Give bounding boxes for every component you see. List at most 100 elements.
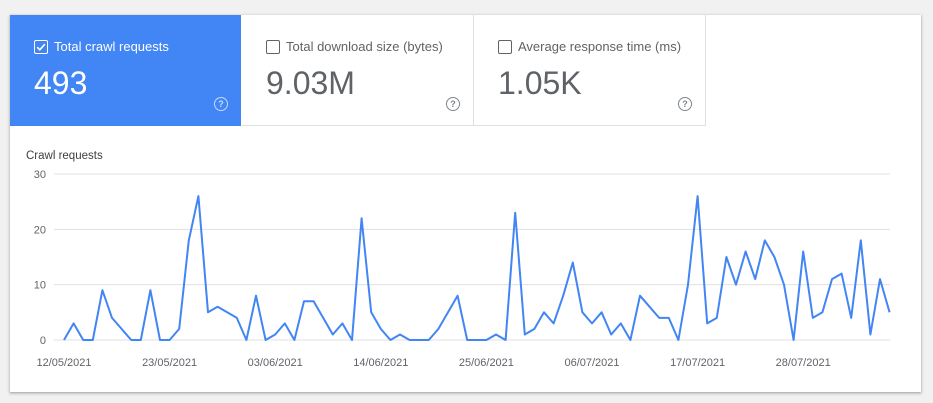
data-point[interactable]	[578, 308, 586, 316]
data-point[interactable]	[847, 314, 855, 322]
data-point[interactable]	[175, 325, 183, 333]
data-point[interactable]	[425, 336, 433, 344]
data-point[interactable]	[703, 319, 711, 327]
data-point[interactable]	[857, 236, 865, 244]
data-point[interactable]	[367, 308, 375, 316]
data-point[interactable]	[809, 314, 817, 322]
data-point[interactable]	[98, 286, 106, 294]
help-circle-icon[interactable]: ?	[214, 97, 228, 111]
data-point[interactable]	[156, 336, 164, 344]
data-point[interactable]	[751, 275, 759, 283]
data-point[interactable]	[502, 336, 510, 344]
data-point[interactable]	[252, 292, 260, 300]
data-point[interactable]	[290, 336, 298, 344]
data-point[interactable]	[780, 281, 788, 289]
data-point[interactable]	[492, 330, 500, 338]
data-point[interactable]	[665, 314, 673, 322]
data-point[interactable]	[89, 336, 97, 344]
data-point[interactable]	[329, 330, 337, 338]
data-point[interactable]	[530, 325, 538, 333]
data-point[interactable]	[127, 336, 135, 344]
x-tick-label: 03/06/2021	[248, 357, 303, 369]
tile-total-crawl-requests[interactable]: Total crawl requests 493 ?	[10, 15, 241, 126]
data-point[interactable]	[396, 330, 404, 338]
data-point[interactable]	[636, 292, 644, 300]
series-line-crawl-requests[interactable]	[63, 195, 891, 341]
data-point[interactable]	[434, 325, 442, 333]
data-point[interactable]	[271, 330, 279, 338]
help-circle-icon[interactable]: ?	[678, 97, 692, 111]
data-point[interactable]	[454, 292, 462, 300]
data-point[interactable]	[444, 308, 452, 316]
data-point[interactable]	[79, 336, 87, 344]
data-point[interactable]	[310, 297, 318, 305]
data-point[interactable]	[70, 319, 78, 327]
data-point[interactable]	[866, 330, 874, 338]
data-point[interactable]	[377, 325, 385, 333]
data-point[interactable]	[559, 292, 567, 300]
data-point[interactable]	[108, 314, 116, 322]
x-tick-label: 28/07/2021	[776, 357, 831, 369]
data-point[interactable]	[598, 308, 606, 316]
data-point[interactable]	[799, 247, 807, 255]
tile-value: 9.03M	[266, 65, 355, 101]
data-point[interactable]	[386, 336, 394, 344]
data-point[interactable]	[540, 308, 548, 316]
data-point[interactable]	[761, 236, 769, 244]
data-point[interactable]	[348, 336, 356, 344]
data-point[interactable]	[406, 336, 414, 344]
data-point[interactable]	[626, 336, 634, 344]
checkbox-checked-icon[interactable]	[34, 40, 48, 54]
data-point[interactable]	[646, 303, 654, 311]
data-point[interactable]	[790, 336, 798, 344]
data-point[interactable]	[185, 236, 193, 244]
data-point[interactable]	[262, 336, 270, 344]
data-point[interactable]	[694, 192, 702, 200]
data-point[interactable]	[674, 336, 682, 344]
data-point[interactable]	[818, 308, 826, 316]
data-point[interactable]	[732, 281, 740, 289]
data-point[interactable]	[60, 336, 68, 344]
data-point[interactable]	[770, 253, 778, 261]
data-point[interactable]	[204, 308, 212, 316]
data-point[interactable]	[713, 314, 721, 322]
data-point[interactable]	[838, 270, 846, 278]
data-point[interactable]	[473, 336, 481, 344]
data-point[interactable]	[223, 308, 231, 316]
data-point[interactable]	[338, 319, 346, 327]
data-point[interactable]	[194, 192, 202, 200]
data-point[interactable]	[233, 314, 241, 322]
data-point[interactable]	[607, 330, 615, 338]
checkbox-unchecked-icon[interactable]	[266, 40, 280, 54]
data-point[interactable]	[463, 336, 471, 344]
data-point[interactable]	[588, 319, 596, 327]
tile-total-download-size[interactable]: Total download size (bytes) 9.03M ?	[242, 15, 474, 126]
data-point[interactable]	[828, 275, 836, 283]
data-point[interactable]	[521, 330, 529, 338]
data-point[interactable]	[876, 275, 884, 283]
data-point[interactable]	[281, 319, 289, 327]
data-point[interactable]	[655, 314, 663, 322]
data-point[interactable]	[358, 214, 366, 222]
data-point[interactable]	[886, 308, 894, 316]
data-point[interactable]	[742, 247, 750, 255]
data-point[interactable]	[684, 281, 692, 289]
data-point[interactable]	[617, 319, 625, 327]
data-point[interactable]	[300, 297, 308, 305]
data-point[interactable]	[569, 259, 577, 267]
data-point[interactable]	[482, 336, 490, 344]
help-circle-icon[interactable]: ?	[446, 97, 460, 111]
data-point[interactable]	[137, 336, 145, 344]
data-point[interactable]	[118, 325, 126, 333]
tile-average-response-time[interactable]: Average response time (ms) 1.05K ?	[474, 15, 706, 126]
data-point[interactable]	[214, 303, 222, 311]
data-point[interactable]	[722, 253, 730, 261]
data-point[interactable]	[319, 314, 327, 322]
data-point[interactable]	[146, 286, 154, 294]
data-point[interactable]	[550, 319, 558, 327]
data-point[interactable]	[415, 336, 423, 344]
checkbox-unchecked-icon[interactable]	[498, 40, 512, 54]
data-point[interactable]	[242, 336, 250, 344]
data-point[interactable]	[511, 209, 519, 217]
data-point[interactable]	[166, 336, 174, 344]
